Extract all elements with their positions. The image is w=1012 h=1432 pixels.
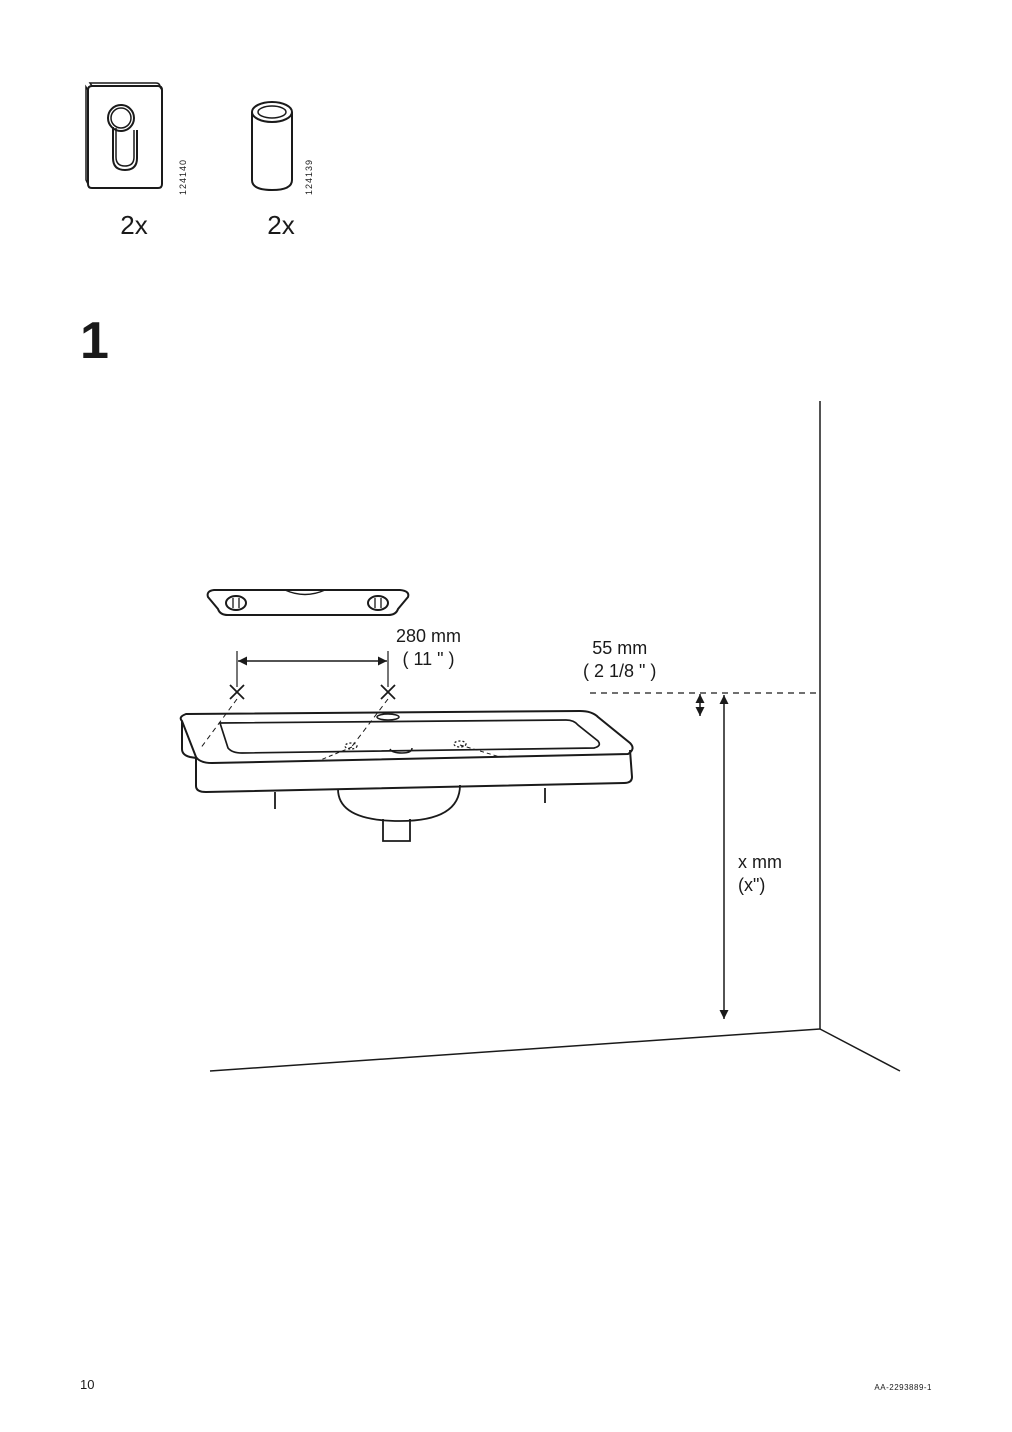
dimension-height: x mm (x") [738,851,782,898]
instruction-page: 124140 2x 124139 2x 1 [0,0,1012,1432]
keyhole-bracket-icon [80,80,170,195]
part-item: 124139 2x [248,100,314,241]
dimension-offset: 55 mm ( 2 1/8 " ) [583,637,656,684]
part-illustration: 124139 [248,100,314,195]
dim-in: ( 2 1/8 " ) [583,661,656,681]
parts-list: 124140 2x 124139 2x [80,80,932,241]
assembly-diagram: 280 mm ( 11 " ) 55 mm ( 2 1/8 " ) x mm (… [100,391,920,1111]
dim-in: ( 11 " ) [402,649,454,669]
dim-mm: 55 mm [592,638,647,658]
dim-in: (x") [738,875,765,895]
part-id-label: 124139 [304,159,314,195]
part-qty-label: 2x [267,210,294,241]
dim-mm: x mm [738,852,782,872]
part-item: 124140 2x [80,80,188,241]
document-code: AA-2293889-1 [874,1383,932,1392]
part-id-label: 124140 [178,159,188,195]
step-number: 1 [80,311,932,371]
part-qty-label: 2x [120,210,147,241]
spacer-tube-icon [248,100,296,195]
sink-installation-svg [100,391,920,1111]
dimension-width: 280 mm ( 11 " ) [396,625,461,672]
page-number: 10 [80,1377,94,1392]
part-illustration: 124140 [80,80,188,195]
dim-mm: 280 mm [396,626,461,646]
